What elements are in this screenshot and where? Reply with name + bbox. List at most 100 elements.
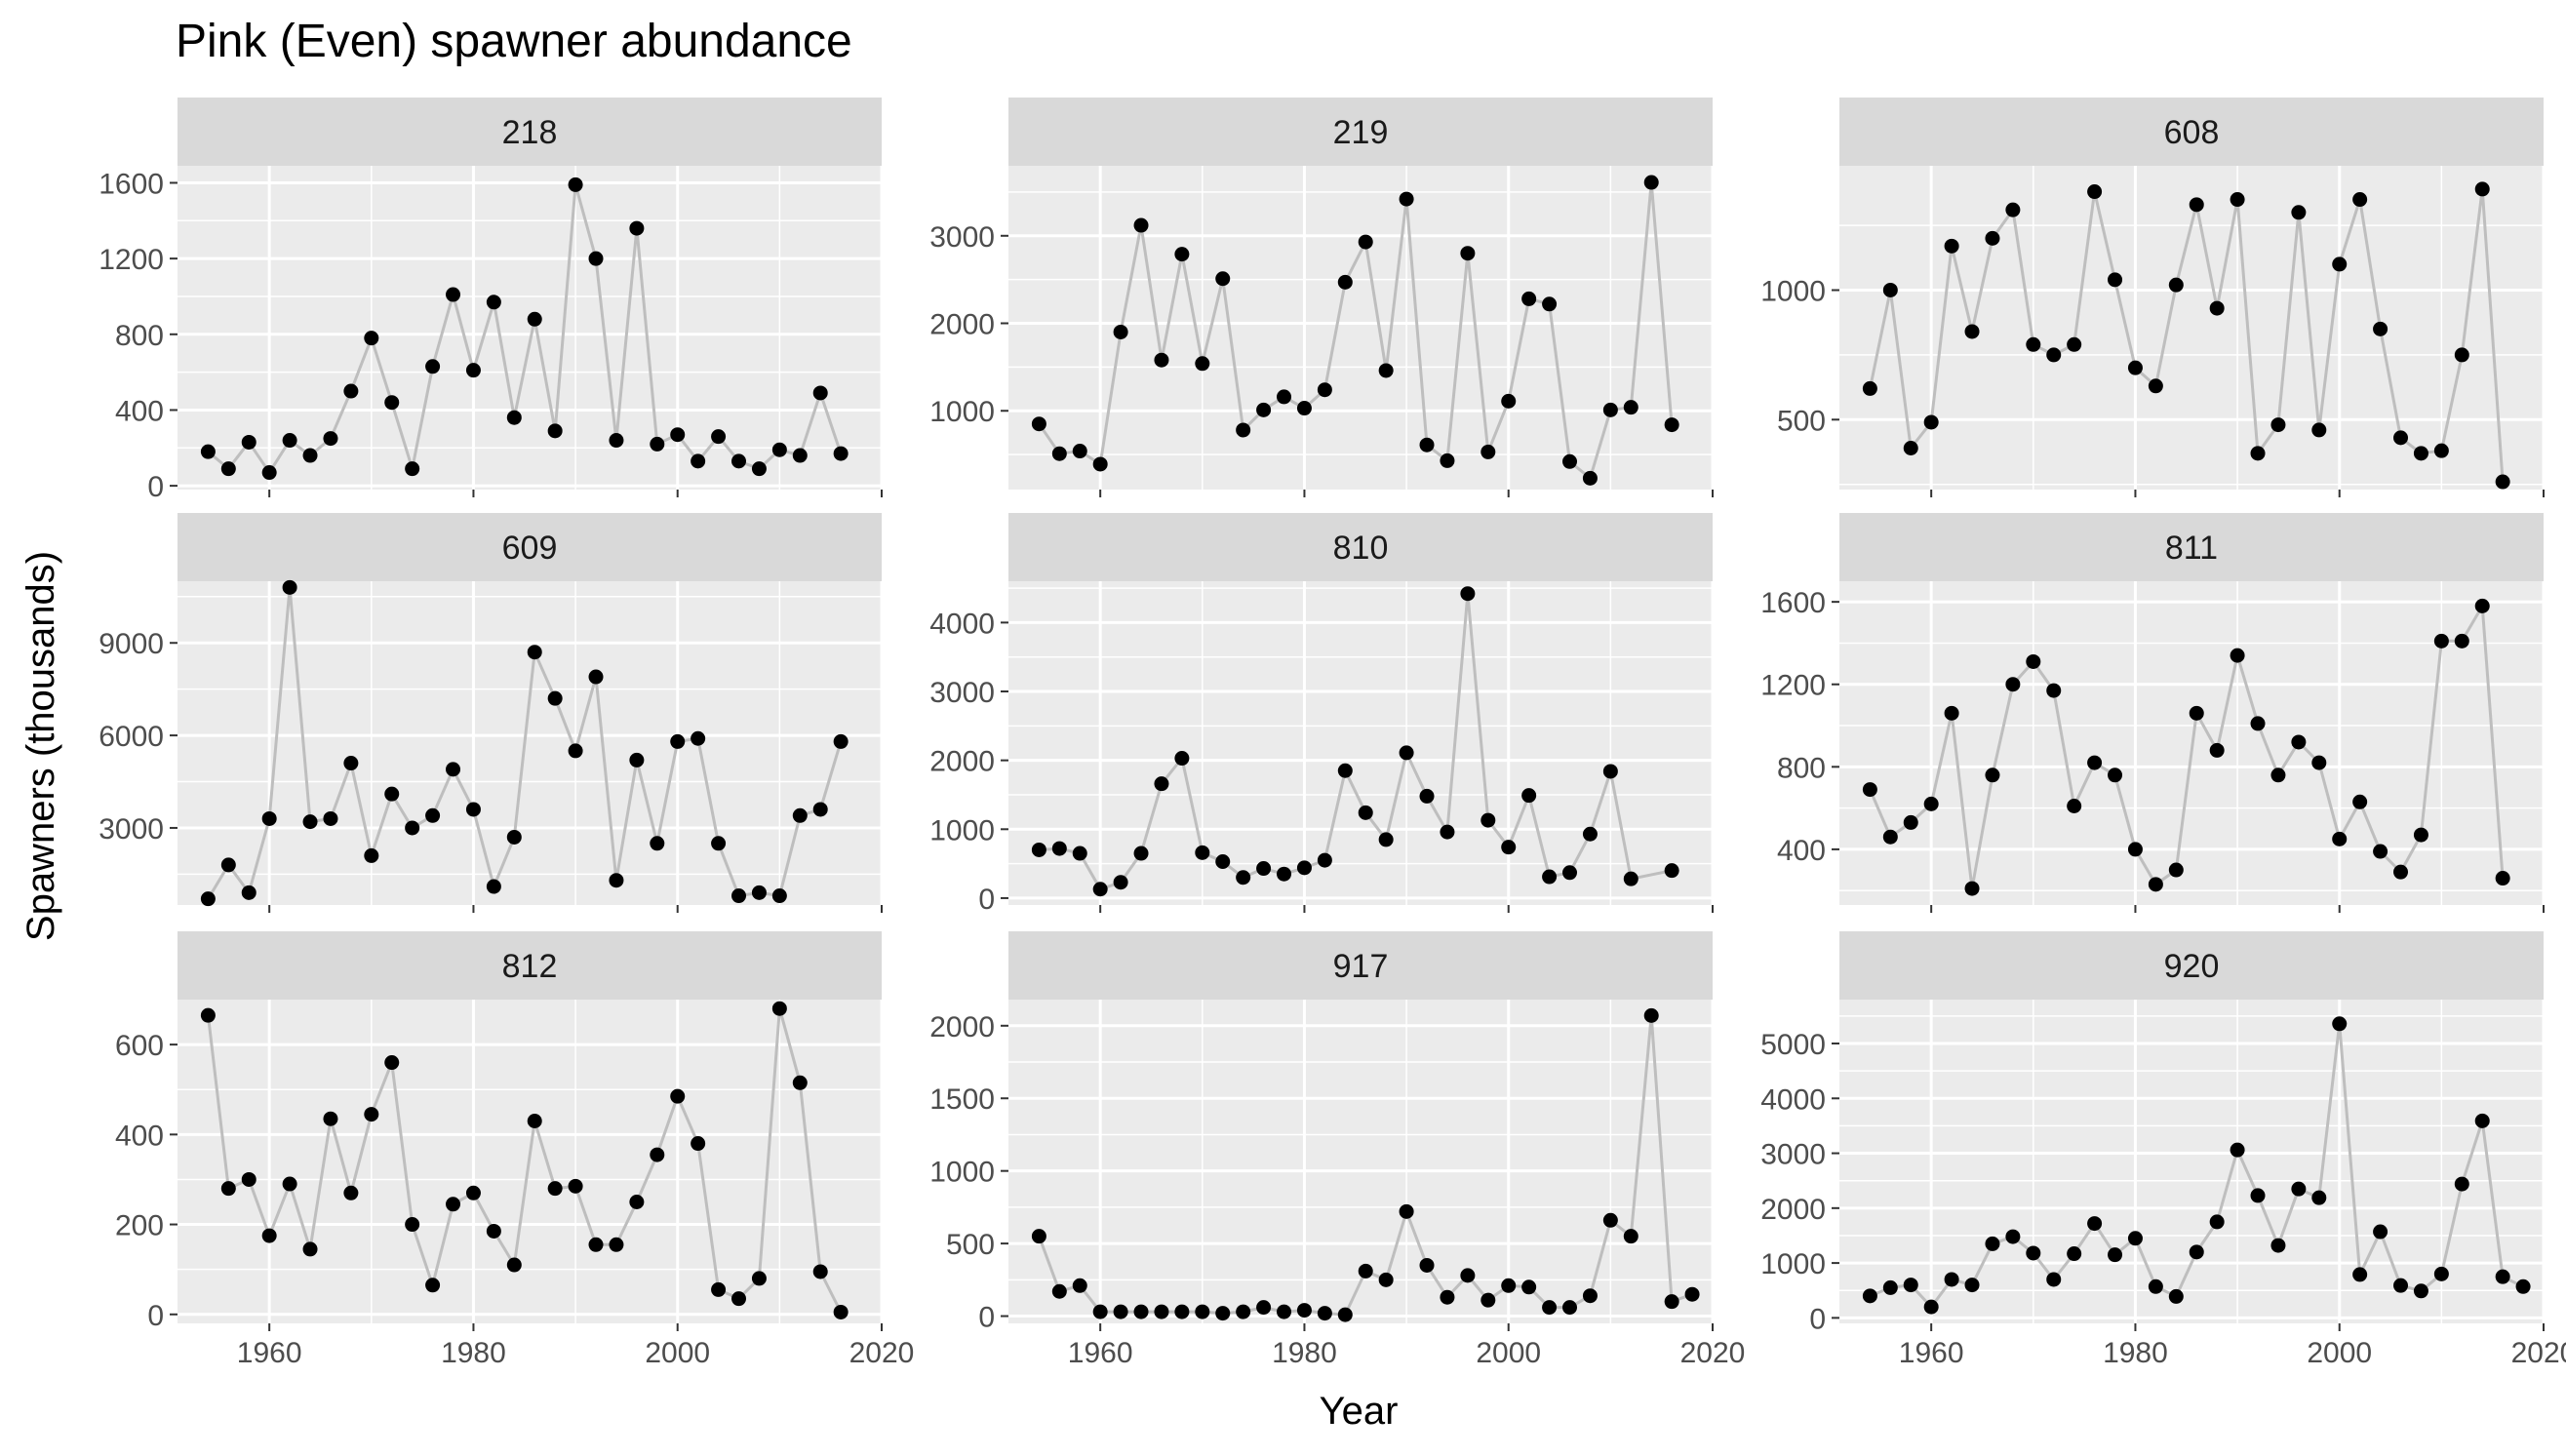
y-tick-label: 200	[115, 1210, 164, 1242]
data-point	[1460, 586, 1476, 602]
data-point	[792, 448, 808, 463]
data-point	[241, 885, 257, 900]
data-point	[1154, 1304, 1169, 1319]
data-point	[2474, 1113, 2490, 1128]
data-point	[2005, 202, 2021, 217]
data-point	[1882, 829, 1898, 845]
data-point	[1944, 705, 1959, 721]
data-point	[792, 807, 808, 823]
data-point	[731, 888, 747, 904]
data-point	[650, 1147, 665, 1162]
panel-background	[1008, 166, 1713, 490]
data-point	[1542, 1300, 1558, 1316]
data-point	[1440, 1289, 1455, 1305]
data-point	[812, 1264, 828, 1279]
data-point	[2495, 871, 2510, 886]
data-point	[384, 786, 400, 802]
data-point	[568, 177, 583, 192]
data-point	[282, 433, 297, 449]
data-point	[1215, 1306, 1231, 1321]
data-point	[302, 814, 318, 830]
data-point	[2433, 633, 2449, 649]
data-point	[506, 410, 522, 425]
facet-panels: 2180400800120016002191000200030006085001…	[99, 98, 2566, 1369]
data-point	[2291, 734, 2307, 750]
y-tick-label: 1600	[99, 168, 164, 200]
data-point	[1378, 1272, 1394, 1287]
data-point	[1092, 882, 1108, 897]
data-point	[2270, 767, 2286, 783]
x-tick-label: 2020	[2511, 1337, 2566, 1369]
data-point	[547, 690, 563, 706]
data-point	[670, 427, 686, 443]
data-point	[1236, 422, 1251, 438]
data-point	[2454, 633, 2469, 649]
y-tick-label: 600	[115, 1030, 164, 1062]
data-point	[1296, 1303, 1312, 1318]
data-point	[486, 879, 501, 894]
data-point	[405, 1217, 420, 1233]
data-point	[1419, 788, 1435, 804]
facet-strip	[1008, 98, 1713, 166]
data-point	[1542, 869, 1558, 885]
data-point	[2127, 842, 2143, 857]
data-point	[527, 311, 542, 327]
data-point	[200, 444, 216, 459]
y-tick-label: 2000	[929, 1011, 995, 1043]
data-point	[2352, 1267, 2368, 1282]
data-point	[2373, 321, 2388, 336]
data-point	[731, 1291, 747, 1307]
data-point	[2209, 300, 2225, 316]
data-point	[1133, 846, 1149, 861]
data-point	[1113, 1304, 1128, 1319]
facet-811: 811 400 800 1200 1600	[1760, 513, 2546, 913]
data-point	[2067, 798, 2082, 813]
data-point	[2005, 1229, 2021, 1244]
data-point	[425, 359, 441, 374]
y-tick-label: 2000	[929, 309, 995, 341]
y-tick-label: 2000	[1760, 1194, 1826, 1226]
data-point	[1562, 1300, 1578, 1316]
data-point	[2067, 336, 2082, 352]
y-tick-label: 0	[978, 1302, 995, 1334]
data-point	[2474, 598, 2490, 613]
y-axis-label: Spawners (thousands)	[20, 551, 62, 941]
data-point	[1664, 1294, 1679, 1310]
y-tick-label: 1600	[1760, 587, 1826, 619]
x-tick-label: 1980	[2103, 1337, 2168, 1369]
data-point	[1903, 441, 1918, 456]
data-point	[1964, 1278, 1980, 1293]
data-point	[2005, 677, 2021, 692]
data-point	[1031, 842, 1046, 857]
data-point	[2291, 1181, 2307, 1197]
data-point	[2332, 256, 2348, 272]
data-point	[2108, 767, 2123, 783]
data-point	[2209, 742, 2225, 758]
data-point	[2168, 862, 2184, 878]
x-tick-label: 2020	[849, 1337, 915, 1369]
data-point	[2413, 1283, 2428, 1299]
data-point	[2148, 877, 2163, 892]
data-point	[2515, 1279, 2531, 1294]
data-point	[302, 448, 318, 463]
data-point	[1985, 230, 2000, 246]
data-point	[1419, 437, 1435, 453]
data-point	[711, 1281, 727, 1297]
data-point	[465, 1185, 481, 1200]
data-point	[588, 669, 604, 685]
data-point	[261, 810, 277, 826]
x-tick-label: 1980	[441, 1337, 506, 1369]
y-tick-label: 1000	[1760, 275, 1826, 307]
data-point	[1113, 324, 1128, 339]
data-point	[446, 762, 461, 777]
data-point	[629, 752, 645, 767]
data-point	[1051, 446, 1067, 461]
data-point	[1985, 767, 2000, 783]
data-point	[465, 802, 481, 817]
panel-background	[1008, 581, 1713, 905]
data-point	[629, 220, 645, 236]
data-point	[2189, 1244, 2204, 1260]
data-point	[343, 756, 359, 771]
data-point	[609, 1237, 624, 1252]
data-point	[1985, 1236, 2000, 1251]
